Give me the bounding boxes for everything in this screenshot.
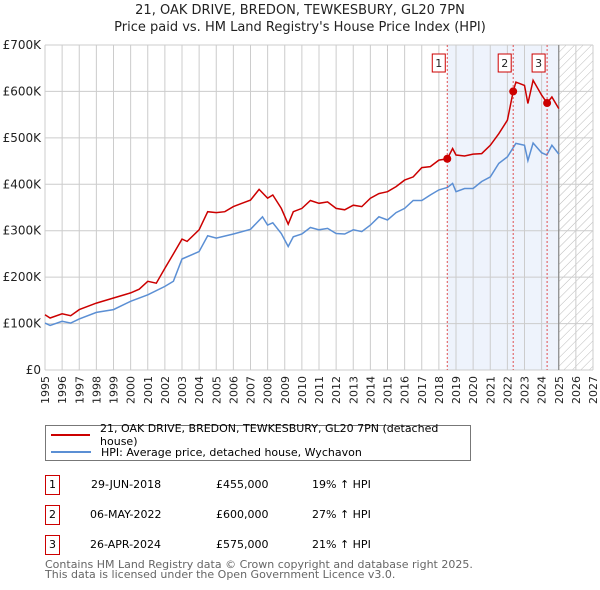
sale-marker-label: 1 xyxy=(45,475,60,495)
x-tick-label: 2006 xyxy=(227,376,240,404)
x-tick-label: 2000 xyxy=(125,376,138,404)
x-tick-label: 2022 xyxy=(501,376,514,404)
x-tick-label: 2019 xyxy=(450,376,463,404)
x-tick-label: 2009 xyxy=(279,376,292,404)
x-tick-label: 2020 xyxy=(467,376,480,404)
sale-point xyxy=(443,154,452,163)
sale-marker-box xyxy=(431,53,446,73)
y-tick-label: £0 xyxy=(26,363,41,377)
x-tick-label: 2012 xyxy=(330,376,343,404)
sale-price: £575,000 xyxy=(216,538,269,551)
sale-marker-box xyxy=(531,53,546,73)
y-tick-label: £100K xyxy=(3,317,43,331)
x-tick-label: 2023 xyxy=(519,376,532,404)
sale-row: 2 06-MAY-2022 £600,000 27% ↑ HPI xyxy=(45,505,465,525)
x-tick-label: 2002 xyxy=(159,376,172,404)
sale-price: £600,000 xyxy=(216,508,269,521)
x-tick-label: 2014 xyxy=(364,376,377,404)
plot-area: 1995 1996 1997 1998 1999 2000 2001 2002 2003 2004… xyxy=(3,38,600,404)
sale-marker-label: 3 xyxy=(45,535,60,555)
chart-subtitle: Price paid vs. HM Land Registry's House … xyxy=(114,20,486,35)
sale-hpi-diff: 19% ↑ HPI xyxy=(312,478,371,491)
x-tick-label: 2016 xyxy=(399,376,412,404)
x-tick-label: 2021 xyxy=(484,376,497,404)
x-tick-label: 2027 xyxy=(587,376,600,404)
legend: 21, OAK DRIVE, BREDON, TEWKESBURY, GL20 … xyxy=(45,422,471,461)
x-tick-label: 2005 xyxy=(210,376,223,404)
sale-marker-box xyxy=(497,53,512,73)
x-tick-label: 1997 xyxy=(73,376,86,404)
x-tick-label: 2007 xyxy=(245,376,258,404)
sale-point xyxy=(543,99,552,108)
sale-marker-label: 2 xyxy=(45,505,60,525)
x-tick-label: 2015 xyxy=(382,376,395,404)
sale-hpi-diff: 27% ↑ HPI xyxy=(312,508,371,521)
sale-marker-number: 1 xyxy=(435,57,442,70)
x-tick-label: 2001 xyxy=(142,376,155,404)
y-tick-label: £700K xyxy=(3,38,43,52)
x-tick-label: 2008 xyxy=(262,376,275,404)
y-tick-label: £400K xyxy=(3,177,43,191)
sale-date: 26-APR-2024 xyxy=(90,538,162,551)
sale-row: 1 29-JUN-2018 £455,000 19% ↑ HPI xyxy=(45,475,465,495)
shaded-region xyxy=(447,45,559,370)
legend-label-property: 21, OAK DRIVE, BREDON, TEWKESBURY, GL20 … xyxy=(100,422,439,448)
sale-price: £455,000 xyxy=(216,478,269,491)
x-tick-label: 2010 xyxy=(296,376,309,404)
hpi-line xyxy=(44,141,560,327)
sale-date: 29-JUN-2018 xyxy=(91,478,162,491)
y-tick-label: £300K xyxy=(3,224,43,238)
sale-hpi-diff: 21% ↑ HPI xyxy=(312,538,371,551)
footer-copyright: Contains HM Land Registry data © Crown c… xyxy=(45,558,473,571)
y-tick-label: £200K xyxy=(3,270,43,284)
x-tick-label: 1999 xyxy=(108,376,121,404)
y-tick-label: £500K xyxy=(3,131,43,145)
y-tick-label: £600K xyxy=(3,84,43,98)
x-tick-label: 2011 xyxy=(313,376,326,404)
x-tick-label: 1995 xyxy=(39,376,52,404)
sale-row: 3 26-APR-2024 £575,000 21% ↑ HPI xyxy=(45,535,465,555)
x-tick-label: 2017 xyxy=(416,376,429,404)
legend-swatch-property xyxy=(51,434,91,436)
x-tick-label: 2013 xyxy=(347,376,360,404)
footer-licence: This data is licensed under the Open Gov… xyxy=(45,568,396,581)
legend-label-hpi: HPI: Average price, detached house, Wych… xyxy=(101,445,362,459)
x-tick-label: 2025 xyxy=(553,376,566,404)
x-tick-label: 1998 xyxy=(90,376,103,404)
x-tick-label: 1996 xyxy=(56,376,69,404)
sale-marker-number: 2 xyxy=(501,57,508,70)
sale-point xyxy=(509,87,518,96)
footer: Contains HM Land Registry data © Crown c… xyxy=(45,558,473,581)
x-tick-label: 2026 xyxy=(570,376,583,404)
sale-marker-number: 3 xyxy=(535,57,542,70)
sale-date: 06-MAY-2022 xyxy=(90,508,162,521)
x-tick-label: 2004 xyxy=(193,376,206,404)
chart-title: 21, OAK DRIVE, BREDON, TEWKESBURY, GL20 … xyxy=(135,3,465,18)
legend-swatch-hpi xyxy=(51,451,91,453)
x-tick-label: 2003 xyxy=(176,376,189,404)
property-price-line xyxy=(44,78,560,319)
x-tick-label: 2018 xyxy=(433,376,446,404)
x-tick-label: 2024 xyxy=(536,376,549,404)
